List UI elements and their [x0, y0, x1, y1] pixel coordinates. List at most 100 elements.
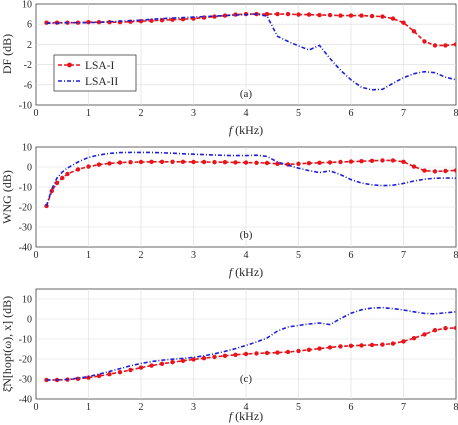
data-point-lsa-i: [348, 13, 354, 18]
data-point-lsa-i: [401, 339, 406, 344]
data-point-lsa-i: [75, 167, 81, 172]
x-tick-label: 7: [401, 250, 406, 261]
data-point-lsa-i: [264, 350, 270, 356]
data-point-lsa-i: [348, 343, 354, 348]
data-point-lsa-i: [359, 159, 364, 164]
data-point-lsa-i: [369, 13, 375, 19]
data-point-lsa-i: [306, 12, 312, 17]
legend-item-lsa-ii: LSA-II: [58, 76, 118, 88]
data-point-lsa-i: [338, 159, 343, 165]
data-point-lsa-i: [348, 159, 354, 164]
data-point-lsa-i: [317, 160, 322, 165]
data-point-lsa-i: [327, 160, 333, 165]
xlabel-b: f (kHz): [229, 265, 263, 279]
x-tick-label: 0: [34, 250, 39, 261]
data-point-lsa-i: [453, 325, 456, 331]
y-tick-label: -30: [19, 223, 32, 234]
data-point-lsa-i: [285, 11, 291, 17]
data-point-lsa-i: [432, 169, 438, 174]
x-tick-label: 3: [191, 250, 196, 261]
x-tick-label: 1: [86, 108, 91, 119]
data-point-lsa-i: [327, 345, 333, 350]
y-tick-label: -30: [19, 375, 32, 386]
data-point-lsa-i: [86, 164, 91, 169]
panel-c: -40 -30 -20 -10 0 10 0 1 2 3 4 5 6 7 8 (c) f (kHz) ξ̄…: [0, 288, 458, 423]
data-point-lsa-i: [201, 356, 207, 361]
data-point-lsa-i: [233, 160, 238, 165]
data-point-lsa-i: [380, 158, 385, 163]
panel-label-b: (b): [240, 229, 253, 241]
x-tick-label: 1: [86, 250, 91, 261]
y-tick-label: -2: [24, 60, 32, 71]
data-point-lsa-i: [390, 158, 396, 163]
x-tick-label: 8: [454, 250, 458, 261]
xticks-c: 0 1 2 3 4 5 6 7 8: [34, 402, 458, 413]
data-point-lsa-i: [212, 354, 217, 360]
x-tick-label: 2: [139, 108, 144, 119]
x-tick-label: 0: [34, 402, 39, 413]
series-line-lsa-ii: [45, 151, 456, 207]
data-point-lsa-i: [191, 159, 196, 165]
data-point-lsa-i: [453, 42, 456, 47]
data-point-lsa-i: [296, 161, 301, 166]
x-tick-label: 5: [296, 250, 301, 261]
data-point-lsa-i: [306, 347, 312, 352]
y-tick-label: -20: [19, 355, 32, 366]
data-point-lsa-i: [128, 160, 133, 165]
y-tick-label: 2: [27, 40, 32, 51]
series-c: [44, 306, 456, 383]
data-point-lsa-i: [159, 361, 165, 366]
panel-label-c: (c): [240, 373, 253, 385]
ylabel-c: ξ̄N[hopt(ω), x] (dB): [0, 296, 14, 392]
data-point-lsa-i: [296, 12, 301, 17]
data-point-lsa-i: [233, 352, 238, 357]
data-point-lsa-i: [401, 20, 406, 25]
legend-box: [53, 54, 137, 92]
x-tick-label: 6: [349, 108, 354, 119]
series-b: [44, 151, 456, 209]
legend-item-lsa-i: LSA-I: [58, 60, 115, 72]
series-a: [44, 11, 456, 91]
x-tick-label: 5: [296, 108, 301, 119]
yticks-c: -40 -30 -20 -10 0 10: [19, 295, 32, 406]
data-point-lsa-i: [159, 159, 165, 164]
data-point-lsa-i: [222, 160, 228, 165]
series-line-lsa-i: [46, 327, 456, 381]
data-point-lsa-i: [285, 349, 291, 355]
legend-label-lsa-ii: LSA-II: [85, 76, 118, 88]
data-point-lsa-i: [138, 365, 144, 370]
data-point-lsa-i: [443, 326, 448, 331]
data-point-lsa-i: [453, 168, 456, 173]
x-tick-label: 1: [86, 402, 91, 413]
data-point-lsa-i: [264, 160, 270, 166]
data-point-lsa-i: [54, 180, 60, 186]
x-tick-label: 4: [244, 250, 249, 261]
data-point-lsa-i: [327, 12, 333, 18]
legend-label-lsa-i: LSA-I: [85, 60, 115, 72]
data-point-lsa-i: [338, 344, 343, 349]
data-point-lsa-i: [275, 350, 280, 355]
x-tick-label: 4: [244, 108, 249, 119]
data-point-lsa-i: [369, 158, 375, 163]
y-tick-label: -10: [19, 335, 32, 346]
legend-marker-lsa-i: [67, 62, 72, 68]
data-point-lsa-i: [96, 162, 102, 167]
data-point-lsa-i: [191, 357, 196, 362]
data-point-lsa-i: [222, 13, 228, 18]
yticks-a: -10 -6 -2 2 6 10: [19, 0, 32, 112]
y-tick-label: 10: [22, 143, 32, 154]
data-point-lsa-i: [180, 358, 186, 363]
data-point-lsa-i: [86, 375, 91, 380]
data-point-lsa-i: [432, 328, 438, 333]
data-point-lsa-i: [149, 18, 154, 23]
data-point-lsa-i: [390, 16, 396, 21]
data-point-lsa-i: [296, 348, 301, 354]
y-tick-label: 0: [27, 163, 32, 174]
panel-a: -10 -6 -2 2 6 10 0 1 2 3 4 5 6 7 8 (a) f (kHz) DF (dB…: [0, 0, 458, 137]
ylabel-b: WNG (dB): [0, 170, 14, 224]
x-tick-label: 3: [191, 402, 196, 413]
data-point-lsa-i: [306, 161, 312, 166]
data-point-lsa-i: [422, 39, 427, 44]
data-point-lsa-i: [275, 11, 280, 17]
